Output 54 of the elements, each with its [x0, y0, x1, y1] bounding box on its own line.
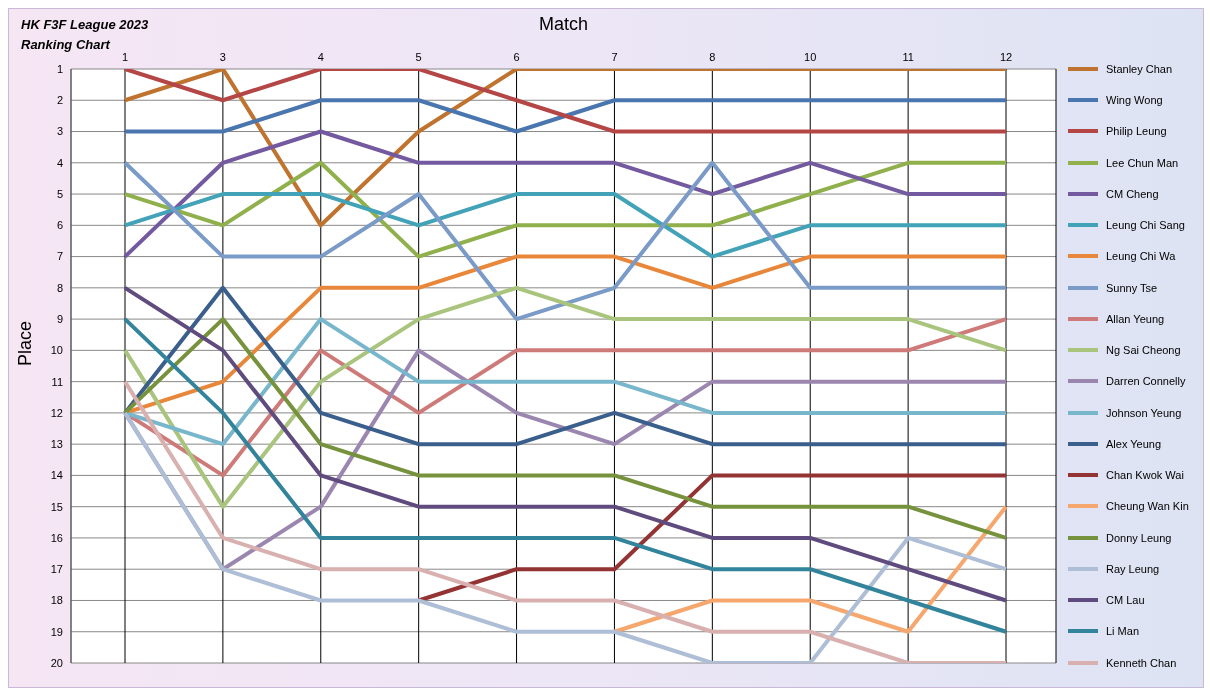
- y-tick-label: 12: [50, 406, 63, 419]
- legend-label: Darren Connelly: [1106, 375, 1186, 388]
- x-tick-label: 11: [902, 51, 914, 63]
- x-tick-label: 3: [219, 51, 226, 63]
- x-tick-label: 10: [804, 51, 817, 63]
- x-tick-label: 1: [121, 51, 129, 63]
- y-tick-label: 1: [56, 62, 63, 75]
- legend-label: CM Lau: [1106, 594, 1145, 607]
- x-axis-title: Match: [538, 13, 589, 34]
- legend-label: Leung Chi Sang: [1106, 219, 1185, 232]
- y-tick-label: 9: [56, 313, 63, 326]
- y-axis-title: Place: [15, 320, 36, 366]
- legend-label: Ng Sai Cheong: [1106, 344, 1181, 357]
- x-tick-label: 6: [513, 51, 520, 63]
- y-tick-label: 13: [50, 438, 63, 451]
- y-tick-label: 16: [50, 531, 63, 544]
- x-tick-label: 5: [415, 51, 422, 63]
- x-tick-label: 8: [709, 51, 716, 63]
- legend-label: Li Man: [1106, 625, 1140, 638]
- y-tick-label: 5: [56, 187, 63, 200]
- y-tick-label: 8: [56, 281, 63, 294]
- y-tick-label: 15: [50, 500, 63, 513]
- legend-label: Kenneth Chan: [1106, 656, 1177, 669]
- chart-title: HK F3F League 2023: [21, 16, 149, 34]
- legend-label: Alex Yeung: [1106, 437, 1162, 450]
- legend-label: Stanley Chan: [1106, 62, 1173, 75]
- legend-label: Philip Leung: [1106, 125, 1167, 138]
- x-tick-label: 7: [611, 51, 618, 63]
- y-tick-label: 20: [50, 656, 63, 669]
- legend-label: Donny Leung: [1106, 531, 1172, 544]
- y-tick-label: 10: [50, 344, 63, 357]
- y-tick-label: 14: [50, 469, 63, 482]
- y-tick-label: 4: [56, 156, 63, 169]
- legend-label: CM Cheng: [1106, 187, 1159, 200]
- y-tick-label: 6: [56, 219, 63, 232]
- x-tick-label: 12: [999, 51, 1013, 63]
- y-tick-label: 3: [56, 125, 63, 138]
- y-tick-label: 11: [51, 375, 63, 388]
- x-tick-label: 4: [317, 51, 324, 63]
- legend-label: Chan Kwok Wai: [1106, 469, 1184, 482]
- legend-label: Johnson Yeung: [1106, 406, 1182, 419]
- legend-label: Lee Chun Man: [1106, 156, 1179, 169]
- legend-label: Ray Leung: [1106, 562, 1160, 575]
- chart-subtitle: Ranking Chart: [21, 37, 110, 52]
- legend-label: Wing Wong: [1106, 94, 1163, 107]
- legend-label: Allan Yeung: [1106, 312, 1165, 325]
- y-tick-label: 2: [56, 94, 63, 107]
- y-tick-label: 18: [50, 594, 63, 607]
- y-tick-label: 17: [50, 563, 63, 576]
- legend-label: Cheung Wan Kin: [1106, 500, 1189, 513]
- legend-label: Leung Chi Wa: [1106, 250, 1176, 263]
- y-tick-label: 7: [56, 250, 63, 263]
- y-tick-label: 19: [50, 625, 63, 638]
- legend-label: Sunny Tse: [1106, 281, 1158, 294]
